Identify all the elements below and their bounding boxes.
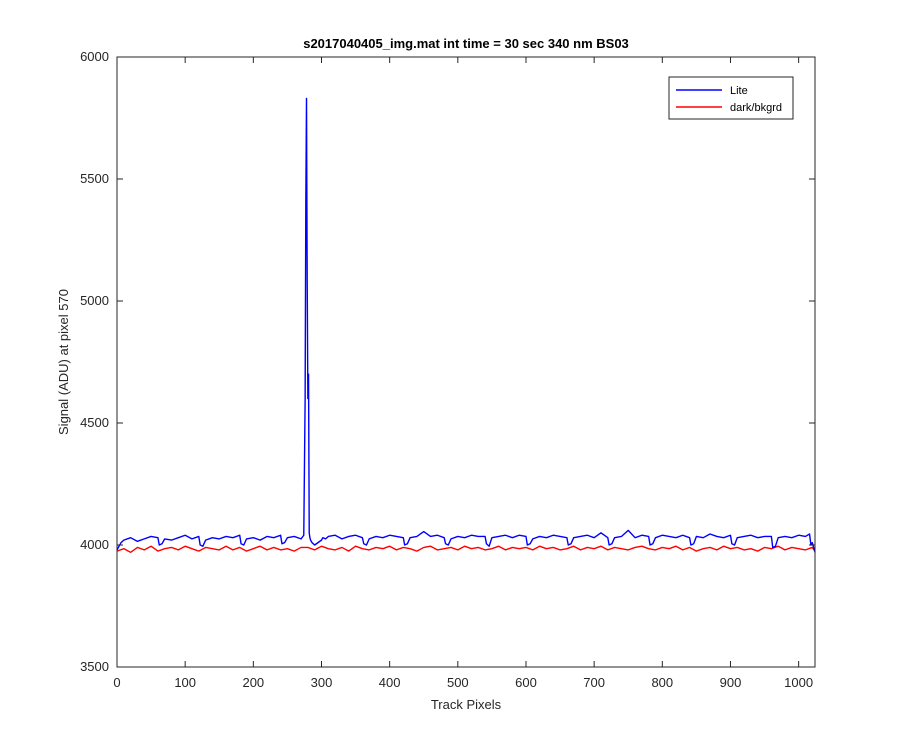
x-tick-label: 0	[113, 675, 120, 690]
y-tick-label: 6000	[80, 49, 109, 64]
series-line-dark-bkgrd	[116, 545, 816, 554]
x-tick-label: 100	[174, 675, 196, 690]
x-tick-label: 900	[720, 675, 742, 690]
legend-label-dark-bkgrd: dark/bkgrd	[730, 102, 782, 114]
y-tick-label: 5000	[80, 293, 109, 308]
x-tick-label: 200	[242, 675, 264, 690]
x-tick-label: 300	[311, 675, 333, 690]
series-layer	[116, 97, 816, 554]
series-line-lite	[116, 97, 816, 553]
legend-label-lite: Lite	[730, 85, 748, 97]
x-tick-label: 500	[447, 675, 469, 690]
legend: Lite dark/bkgrd	[668, 76, 794, 120]
y-tick-label: 4500	[80, 415, 109, 430]
ticks-layer: 0 100 200 300 400 500 600 700 800 900 1000 3500 4000…	[80, 49, 815, 690]
chart-title: s2017040405_img.mat int time = 30 sec 34…	[303, 36, 629, 51]
plot-frame	[116, 56, 816, 668]
x-tick-label: 800	[651, 675, 673, 690]
legend-box	[668, 76, 794, 120]
x-tick-label: 1000	[784, 675, 813, 690]
x-tick-label: 600	[515, 675, 537, 690]
y-tick-label: 3500	[80, 659, 109, 674]
y-tick-label: 4000	[80, 537, 109, 552]
y-axis-label: Signal (ADU) at pixel 570	[56, 289, 71, 435]
plot-area	[117, 57, 815, 667]
x-tick-label: 700	[583, 675, 605, 690]
y-tick-label: 5500	[80, 171, 109, 186]
x-axis-label: Track Pixels	[431, 697, 502, 712]
x-tick-label: 400	[379, 675, 401, 690]
